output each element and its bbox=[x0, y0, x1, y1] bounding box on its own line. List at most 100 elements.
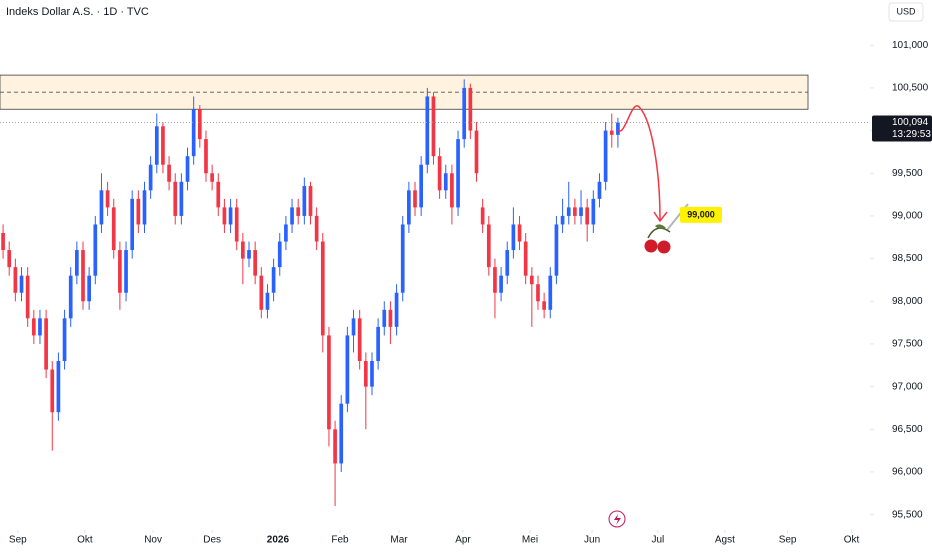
candle-body bbox=[388, 309, 393, 327]
candle-body bbox=[179, 181, 184, 216]
candle-body bbox=[591, 198, 596, 225]
candle-body bbox=[554, 224, 559, 276]
candle-body bbox=[437, 156, 442, 191]
target-callout bbox=[680, 206, 722, 223]
last-price-box bbox=[872, 115, 932, 142]
candle-body bbox=[173, 181, 178, 216]
candle-body bbox=[118, 250, 122, 293]
candle-body bbox=[130, 198, 135, 251]
candle-body bbox=[314, 215, 319, 242]
x-tick-label: Agst bbox=[715, 535, 735, 546]
currency: USD bbox=[896, 6, 916, 16]
y-tick-label: 98,500 bbox=[892, 253, 923, 264]
cherry bbox=[644, 239, 658, 253]
candle-body bbox=[345, 335, 350, 404]
candle-body bbox=[486, 224, 491, 268]
candle-body bbox=[56, 361, 61, 413]
currency-box[interactable] bbox=[888, 2, 924, 22]
x-tick-label: Jun bbox=[584, 535, 600, 546]
candle-body bbox=[142, 190, 147, 225]
candle-body bbox=[376, 326, 380, 362]
candle-body bbox=[13, 267, 18, 293]
candle-body bbox=[7, 250, 12, 268]
candle-body bbox=[517, 224, 522, 242]
cherry-stem bbox=[647, 227, 671, 239]
candle-body bbox=[234, 207, 239, 242]
candle-body bbox=[68, 275, 73, 319]
candle-body bbox=[363, 361, 368, 387]
candle-body bbox=[290, 207, 294, 225]
candle-body bbox=[603, 130, 608, 182]
candle-body bbox=[44, 318, 48, 370]
candle-body bbox=[419, 164, 424, 208]
candle-body bbox=[25, 275, 30, 319]
y-tick-label: 100,500 bbox=[892, 83, 929, 94]
event-icon-bolt bbox=[614, 514, 621, 525]
candle-body bbox=[542, 301, 546, 310]
candle-body bbox=[493, 267, 497, 293]
candle-body bbox=[296, 207, 301, 216]
event-icon[interactable] bbox=[608, 510, 626, 528]
candle-body bbox=[394, 292, 399, 327]
candle-body bbox=[62, 318, 67, 362]
x-tick-label: Okt bbox=[77, 535, 93, 546]
candle-body bbox=[609, 130, 614, 135]
y-tick-label: 96,500 bbox=[892, 424, 923, 435]
candle-body bbox=[480, 207, 485, 225]
candle-body bbox=[277, 241, 282, 268]
candle-body bbox=[474, 130, 479, 174]
candle-body bbox=[19, 275, 24, 293]
candle-body bbox=[597, 181, 602, 199]
x-tick-label: Nov bbox=[144, 535, 162, 546]
candle-body bbox=[271, 267, 276, 293]
candle-body bbox=[259, 275, 264, 310]
candle-body bbox=[425, 96, 430, 165]
y-tick-label: 101,000 bbox=[892, 40, 929, 51]
x-tick-label: Sep bbox=[9, 535, 27, 546]
x-tick-label: Apr bbox=[455, 535, 471, 546]
candle-body bbox=[81, 250, 85, 302]
candle-body bbox=[357, 318, 362, 362]
x-tick-label: Mar bbox=[390, 535, 408, 546]
candle-body bbox=[308, 186, 313, 216]
countdown: 13:29:53 bbox=[892, 129, 931, 140]
candle-body bbox=[124, 250, 128, 293]
candle-body bbox=[38, 318, 42, 336]
y-tick-label: 99,000 bbox=[892, 211, 923, 222]
candle-body bbox=[548, 275, 553, 310]
candle-body bbox=[265, 292, 270, 310]
candle-body bbox=[161, 126, 165, 165]
candle-body bbox=[511, 224, 516, 251]
candle-body bbox=[99, 190, 104, 225]
candle-body bbox=[50, 369, 55, 413]
x-tick-label: Jul bbox=[651, 535, 664, 546]
cherry-leaf bbox=[655, 224, 666, 229]
candle-body bbox=[111, 207, 116, 251]
candle-body bbox=[407, 190, 411, 225]
candle-body bbox=[499, 275, 503, 293]
candle-body bbox=[302, 186, 307, 216]
candles-layer bbox=[1, 79, 620, 507]
y-tick-label: 95,500 bbox=[892, 509, 923, 520]
arrow-head bbox=[653, 211, 668, 223]
x-tick-label: Okt bbox=[844, 535, 860, 546]
last-price-label: 100,094 bbox=[892, 117, 929, 128]
candle-body bbox=[253, 250, 258, 276]
y-tick-label: 97,500 bbox=[892, 339, 923, 350]
projection-arrow bbox=[617, 105, 661, 221]
candle-body bbox=[585, 207, 590, 225]
candle-body bbox=[333, 429, 337, 464]
candle-body bbox=[197, 109, 202, 140]
x-tick-label: 2026 bbox=[267, 535, 290, 546]
candle-body bbox=[566, 207, 571, 216]
candle-body bbox=[523, 241, 528, 276]
candle-body bbox=[167, 164, 171, 182]
candle-body bbox=[228, 207, 233, 225]
candle-body bbox=[431, 96, 436, 157]
candle-body bbox=[154, 126, 159, 165]
candle-body bbox=[222, 207, 227, 225]
candle-body bbox=[616, 122, 620, 135]
candle-body bbox=[247, 250, 251, 259]
